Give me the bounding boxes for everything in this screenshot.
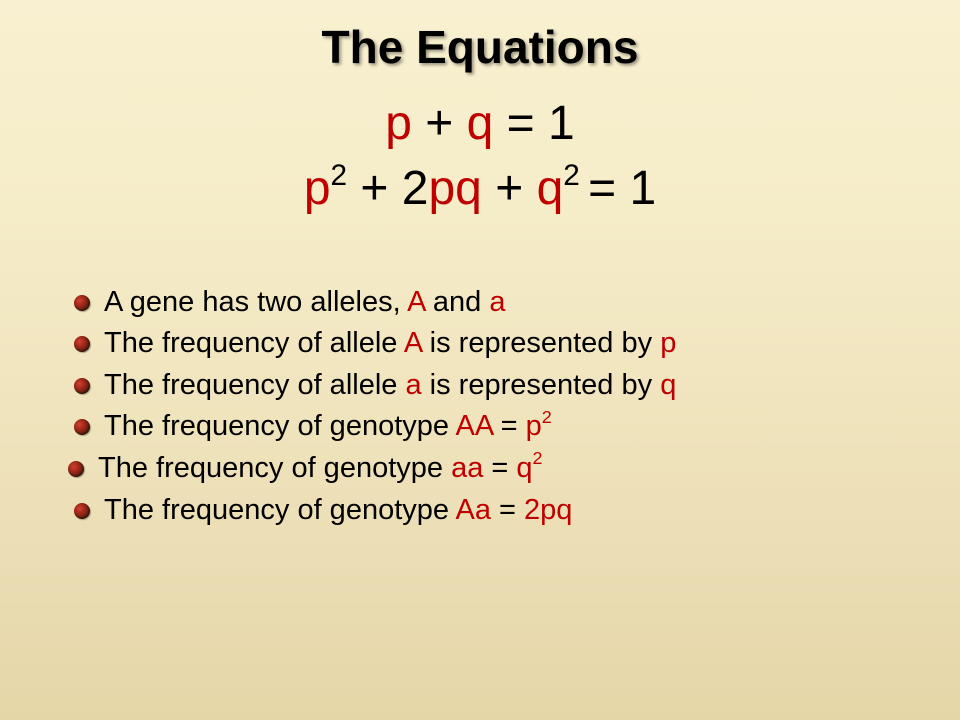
eq2-plus2: + (482, 162, 537, 215)
bullet-text: The frequency of allele a is represented… (104, 365, 960, 406)
list-item: The frequency of genotype Aa = 2pq (74, 490, 960, 531)
bullet-icon (74, 336, 90, 352)
bullet-text: The frequency of genotype AA = p2 (104, 406, 960, 447)
bullet-pre: The frequency of allele (104, 369, 405, 401)
bullet-red2: q (516, 452, 532, 484)
bullet-red1: Aa (455, 494, 490, 526)
equations-block: p + q = 1 p2 + 2pq + q2 = 1 (0, 92, 960, 222)
bullet-red1: AA (455, 410, 492, 442)
bullet-icon (74, 419, 90, 435)
eq2-pq: pq (428, 162, 481, 215)
bullet-red1: A (407, 286, 425, 318)
bullet-icon (68, 461, 84, 477)
bullet-mid: is represented by (422, 327, 661, 359)
bullet-text: The frequency of genotype Aa = 2pq (104, 490, 960, 531)
bullet-red1: A (404, 327, 422, 359)
bullet-pre: The frequency of allele (104, 327, 404, 359)
list-item: The frequency of allele a is represented… (74, 365, 960, 406)
bullet-text: The frequency of genotype aa = q2 (98, 448, 960, 489)
bullet-red2: p (660, 327, 676, 359)
bullet-red2: q (660, 369, 676, 401)
list-item: The frequency of genotype aa = q2 (68, 448, 960, 489)
bullet-sup: 2 (533, 448, 543, 468)
bullet-pre: The frequency of genotype (104, 410, 455, 442)
bullet-red1: a (405, 369, 421, 401)
eq2-sup1: 2 (331, 159, 348, 192)
bullet-mid: is represented by (422, 369, 661, 401)
bullet-sup: 2 (542, 407, 552, 427)
list-item: A gene has two alleles, A and a (74, 282, 960, 323)
eq2-q: q (537, 162, 564, 215)
bullet-text: The frequency of allele A is represented… (104, 323, 960, 364)
eq2-sup2: 2 (563, 159, 588, 192)
slide-title: The Equations (0, 0, 960, 74)
eq2-equals: = 1 (588, 162, 656, 215)
eq2-plus1: + 2 (347, 162, 428, 215)
bullet-red2: p (526, 410, 542, 442)
bullet-mid: = (491, 494, 524, 526)
bullet-icon (74, 378, 90, 394)
eq1-equals: = 1 (493, 97, 574, 150)
list-item: The frequency of genotype AA = p2 (74, 406, 960, 447)
equation-1: p + q = 1 (0, 92, 960, 157)
bullet-text: A gene has two alleles, A and a (104, 282, 960, 323)
bullet-mid: = (483, 452, 516, 484)
bullet-pre: A gene has two alleles, (104, 286, 407, 318)
bullet-mid: = (493, 410, 526, 442)
bullet-icon (74, 295, 90, 311)
bullet-mid: and (425, 286, 490, 318)
bullet-pre: The frequency of genotype (104, 494, 455, 526)
eq2-p: p (304, 162, 331, 215)
bullet-pre: The frequency of genotype (98, 452, 451, 484)
bullet-list: A gene has two alleles, A and a The freq… (0, 282, 960, 531)
eq1-p: p (385, 97, 412, 150)
bullet-red2: 2pq (524, 494, 572, 526)
list-item: The frequency of allele A is represented… (74, 323, 960, 364)
eq1-q: q (467, 97, 494, 150)
bullet-red2: a (489, 286, 505, 318)
bullet-icon (74, 503, 90, 519)
equation-2: p2 + 2pq + q2 = 1 (0, 157, 960, 222)
eq1-plus: + (412, 97, 467, 150)
bullet-red1: aa (451, 452, 483, 484)
